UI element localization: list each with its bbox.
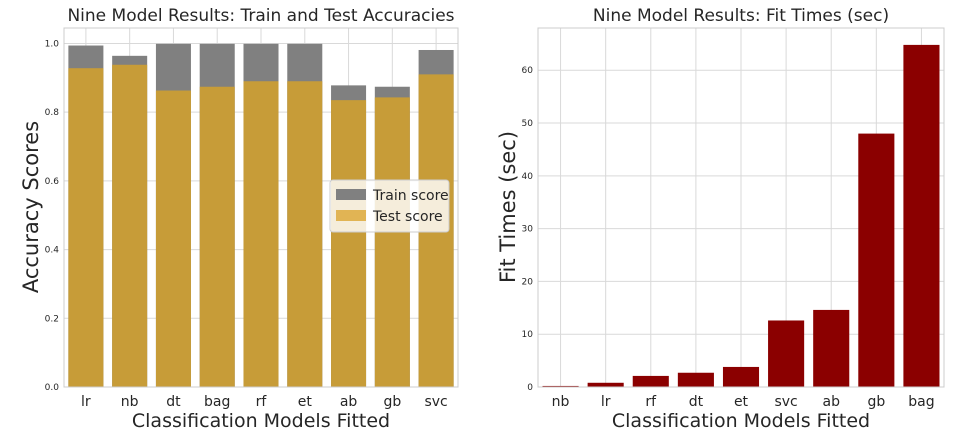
legend-label-test: Test score bbox=[372, 209, 443, 225]
fit-times-x-tick-label-ab: ab bbox=[822, 394, 840, 410]
accuracy-y-tick-label: 0.4 bbox=[45, 246, 60, 256]
accuracy-x-tick-label-dt: dt bbox=[166, 394, 181, 410]
accuracy-x-ticks: lr nb dt bag rf et ab gb svc bbox=[81, 394, 448, 410]
fit-times-x-axis-label: Classification Models Fitted bbox=[612, 410, 870, 432]
fit-times-y-tick-label: 10 bbox=[522, 330, 534, 340]
fit-times-bars bbox=[542, 44, 940, 388]
accuracy-bar-test-score-ab bbox=[331, 100, 367, 387]
fit-times-bar-value-et bbox=[722, 366, 760, 387]
fit-times-y-tick-label: 30 bbox=[522, 225, 534, 235]
accuracy-bar-test-score-dt bbox=[155, 90, 191, 387]
accuracy-bar-test-score-nb bbox=[112, 64, 148, 387]
fit-times-bar-value-gb bbox=[858, 133, 895, 387]
legend-swatch-train bbox=[336, 189, 366, 200]
fit-times-x-tick-label-gb: gb bbox=[867, 394, 885, 410]
fit-times-x-tick-label-lr: lr bbox=[601, 394, 611, 410]
accuracy-x-tick-label-bag: bag bbox=[204, 394, 230, 410]
fit-times-bar-value-lr bbox=[587, 382, 624, 387]
fit-times-bar-value-dt bbox=[677, 372, 714, 387]
accuracy-y-tick-label: 0.0 bbox=[45, 383, 60, 393]
accuracy-chart: 0.00.20.40.60.81.0 lr nb dt bag rf et ab gb svc … bbox=[19, 6, 459, 432]
accuracy-x-tick-label-et: et bbox=[298, 394, 313, 410]
accuracy-bar-test-score-lr bbox=[68, 68, 104, 387]
fit-times-bar-value-ab bbox=[813, 309, 850, 387]
accuracy-x-tick-label-nb: nb bbox=[121, 394, 139, 410]
accuracy-x-tick-label-rf: rf bbox=[256, 394, 268, 410]
accuracy-x-tick-label-ab: ab bbox=[340, 394, 358, 410]
fit-times-chart-title: Nine Model Results: Fit Times (sec) bbox=[593, 6, 889, 26]
fit-times-x-ticks: nb lr rf dt et svc ab gb bag bbox=[552, 394, 935, 410]
accuracy-x-tick-label-lr: lr bbox=[81, 394, 91, 410]
fit-times-y-tick-label: 20 bbox=[522, 277, 534, 287]
fit-times-y-tick-label: 0 bbox=[527, 383, 533, 393]
fit-times-x-tick-label-bag: bag bbox=[908, 394, 934, 410]
fit-times-y-tick-label: 60 bbox=[522, 66, 534, 76]
accuracy-bar-test-score-et bbox=[287, 81, 323, 387]
fit-times-y-tick-label: 50 bbox=[522, 119, 534, 129]
accuracy-legend: Train score Test score bbox=[329, 179, 450, 233]
accuracy-bar-test-score-rf bbox=[243, 81, 279, 387]
fit-times-x-tick-label-dt: dt bbox=[689, 394, 704, 410]
accuracy-y-tick-label: 0.6 bbox=[45, 177, 60, 187]
accuracy-y-tick-label: 0.8 bbox=[45, 108, 60, 118]
fit-times-x-tick-label-rf: rf bbox=[645, 394, 657, 410]
accuracy-y-tick-label: 0.2 bbox=[45, 314, 59, 324]
fit-times-bar-value-svc bbox=[768, 320, 805, 387]
accuracy-bar-test-score-bag bbox=[199, 86, 235, 387]
accuracy-bar-test-score-gb bbox=[374, 97, 410, 388]
fit-times-y-axis-label: Fit Times (sec) bbox=[496, 131, 520, 283]
fit-times-bar-value-rf bbox=[632, 375, 669, 387]
legend-swatch-test bbox=[336, 210, 366, 221]
accuracy-x-tick-label-svc: svc bbox=[424, 394, 447, 410]
legend-label-train: Train score bbox=[372, 188, 449, 204]
fit-times-x-tick-label-et: et bbox=[734, 394, 749, 410]
fit-times-bar-value-nb bbox=[542, 385, 579, 387]
accuracy-y-ticks: 0.0 0.2 0.4 0.6 0.8 1.0 bbox=[45, 39, 60, 393]
fit-times-plot-frame bbox=[537, 27, 945, 388]
accuracy-y-tick-label: 1.0 bbox=[45, 39, 60, 49]
accuracy-plot-frame bbox=[63, 27, 459, 388]
accuracy-x-tick-label-gb: gb bbox=[383, 394, 401, 410]
fit-times-x-tick-label-svc: svc bbox=[774, 394, 797, 410]
accuracy-x-axis-label: Classification Models Fitted bbox=[132, 410, 390, 432]
accuracy-y-axis-label: Accuracy Scores bbox=[19, 121, 43, 293]
fit-times-bar-value-bag bbox=[903, 44, 940, 388]
accuracy-bars bbox=[68, 43, 454, 388]
fit-times-y-tick-label: 40 bbox=[522, 172, 534, 182]
fit-times-x-tick-label-nb: nb bbox=[552, 394, 570, 410]
accuracy-chart-title: Nine Model Results: Train and Test Accur… bbox=[67, 6, 454, 26]
fit-times-y-ticks: 0 10 20 30 40 50 60 bbox=[522, 66, 534, 393]
fit-times-chart: 0 10 20 30 40 50 60 nb lr rf dt et svc ab gb bag Nine … bbox=[496, 6, 945, 432]
